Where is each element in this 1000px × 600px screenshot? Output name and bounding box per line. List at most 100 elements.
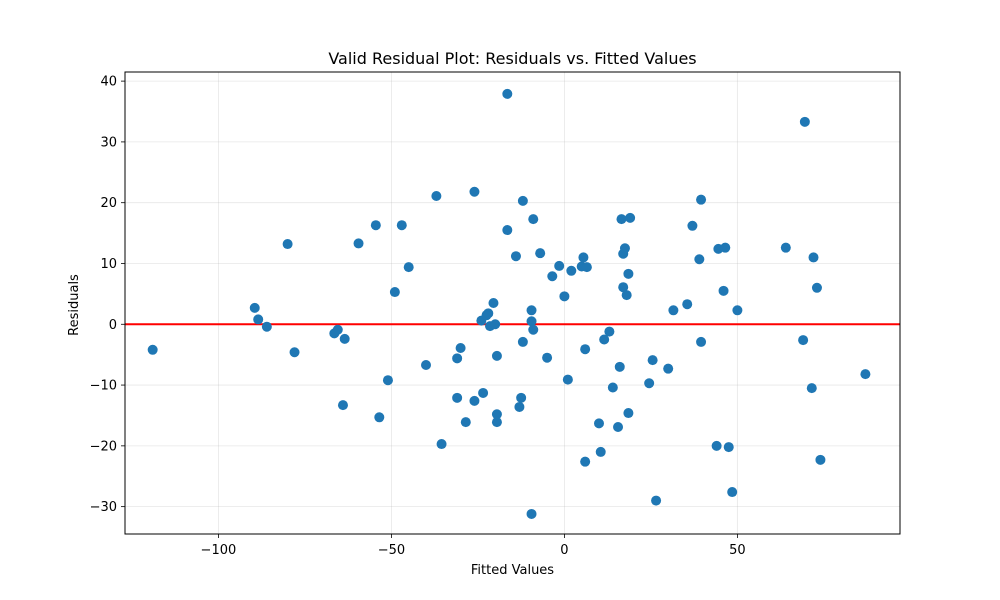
data-point [502, 88, 513, 99]
data-point [436, 439, 447, 450]
chart-title: Valid Residual Plot: Residuals vs. Fitte… [328, 49, 696, 68]
data-point [799, 116, 810, 127]
data-point [488, 298, 499, 308]
y-tick-label: 30 [100, 135, 117, 150]
data-point [732, 305, 743, 316]
y-axis-ticks: −30 −20 −10 0 10 20 30 40 [90, 75, 125, 515]
data-point [696, 336, 707, 347]
plot-area [124, 71, 901, 535]
data-point [663, 363, 674, 374]
data-point [491, 417, 502, 428]
data-point [370, 220, 381, 231]
y-tick-label: −20 [90, 439, 117, 454]
data-point [460, 417, 471, 428]
data-point [613, 422, 624, 433]
data-point [452, 392, 463, 403]
data-point [396, 220, 407, 231]
data-point [528, 324, 539, 335]
data-point [431, 191, 442, 202]
data-point [860, 369, 871, 380]
data-point [491, 409, 502, 420]
data-point [687, 220, 698, 231]
grid [125, 72, 900, 534]
data-point [599, 334, 610, 345]
data-point [528, 214, 539, 225]
data-point [607, 382, 618, 393]
data-point [815, 454, 826, 465]
data-point [542, 352, 553, 363]
data-point [581, 262, 592, 273]
data-point [694, 254, 705, 265]
y-tick-label: 40 [100, 75, 117, 90]
y-tick-label: −30 [90, 500, 117, 515]
y-tick-label: 0 [109, 318, 117, 333]
data-point [491, 350, 502, 361]
data-point [623, 408, 634, 419]
data-point [374, 412, 385, 423]
x-tick-label: −50 [378, 543, 405, 558]
x-tick-label: 0 [560, 543, 568, 558]
data-point [595, 446, 606, 457]
data-point [332, 324, 343, 335]
data-point [147, 344, 158, 355]
data-point [559, 291, 570, 302]
data-point [452, 353, 463, 364]
data-point [580, 456, 591, 467]
data-point [514, 401, 525, 412]
data-point [483, 308, 494, 319]
data-point [808, 252, 819, 263]
x-axis-ticks: −100 −50 0 50 [201, 534, 746, 558]
data-point [339, 333, 350, 344]
data-point [798, 335, 809, 346]
data-point [253, 314, 264, 325]
data-point [566, 265, 577, 276]
data-point [806, 383, 817, 394]
data-point [696, 194, 707, 205]
data-point [720, 242, 731, 253]
data-point [535, 248, 546, 259]
data-point [604, 326, 615, 337]
data-point [562, 374, 573, 385]
data-point [353, 238, 364, 249]
data-point [261, 321, 272, 332]
x-axis-label: Fitted Values [471, 563, 554, 578]
data-point [621, 290, 632, 301]
data-point [526, 305, 537, 316]
data-point [516, 392, 527, 403]
data-point [469, 186, 480, 197]
data-point [337, 400, 348, 411]
data-point [711, 440, 722, 451]
x-tick-label: −100 [201, 543, 237, 558]
data-point [389, 287, 400, 298]
y-axis-label: Residuals [67, 274, 82, 336]
data-point [727, 487, 738, 498]
data-point [421, 360, 432, 371]
data-point [526, 316, 537, 327]
data-point [554, 260, 565, 271]
data-points [147, 88, 871, 519]
data-point [580, 344, 591, 355]
data-point [644, 378, 655, 389]
data-point [723, 442, 734, 453]
data-point [490, 319, 501, 330]
data-point [811, 282, 822, 293]
data-point [616, 214, 627, 225]
data-point [382, 375, 393, 386]
data-point [455, 342, 466, 353]
data-point [502, 225, 513, 236]
data-point [517, 195, 528, 206]
data-point [403, 262, 414, 273]
data-point [651, 495, 662, 506]
y-tick-label: 10 [100, 257, 117, 272]
data-point [668, 305, 679, 316]
data-point [647, 355, 658, 366]
data-point [469, 395, 480, 406]
y-tick-label: −10 [90, 379, 117, 394]
data-point [625, 212, 636, 223]
data-point [282, 239, 293, 250]
data-point [249, 302, 260, 313]
data-point [578, 252, 589, 263]
data-point [614, 361, 625, 372]
